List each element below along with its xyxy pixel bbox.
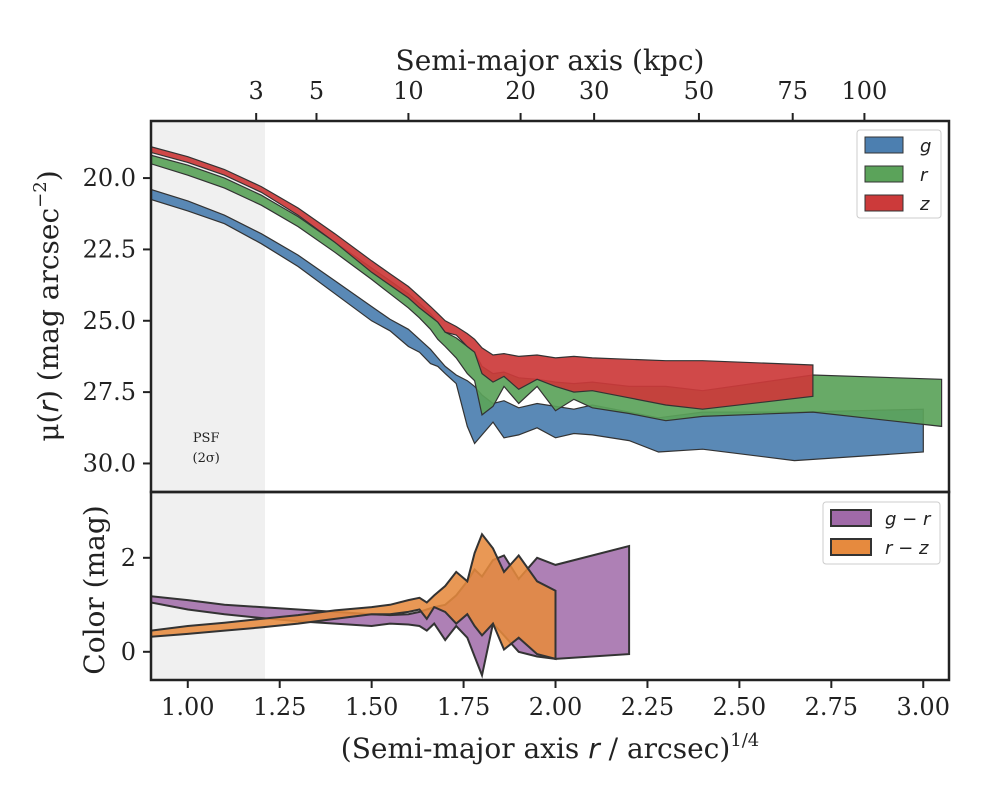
legend-swatch-g bbox=[864, 136, 904, 154]
legend-swatch-r-z bbox=[830, 538, 872, 556]
y-tick-label: 30.0 bbox=[83, 449, 136, 477]
y-tick-label: 27.5 bbox=[83, 378, 136, 406]
color-axis-title: Color (mag) bbox=[78, 505, 111, 674]
legend-label-r: r bbox=[920, 165, 929, 186]
x-tick-label: 1.75 bbox=[437, 693, 490, 721]
y-axis-title: μ(r) (mag arcsec−2) bbox=[30, 170, 65, 441]
x-tick-label: 2.50 bbox=[713, 693, 766, 721]
x-tick-label: 1.00 bbox=[161, 693, 214, 721]
legend-swatch-g-r bbox=[830, 509, 872, 527]
top-x-tick-label: 75 bbox=[777, 77, 808, 105]
x-tick-label: 3.00 bbox=[897, 693, 950, 721]
top-x-tick-label: 10 bbox=[393, 77, 424, 105]
color-bands bbox=[151, 532, 631, 679]
psf-label: PSF bbox=[193, 431, 220, 446]
legend-top: g r z bbox=[856, 129, 942, 219]
bottom-panel-frame bbox=[149, 490, 951, 682]
x-tick-label: 2.75 bbox=[805, 693, 858, 721]
x-tick-label: 2.25 bbox=[621, 693, 674, 721]
legend-swatch-r bbox=[864, 165, 904, 183]
color-y-tick-label: 2 bbox=[121, 544, 136, 572]
y-tick-label: 20.0 bbox=[83, 164, 136, 192]
top-x-tick-label: 5 bbox=[309, 77, 324, 105]
y-tick-label: 22.5 bbox=[83, 235, 136, 263]
top-x-tick-label: 3 bbox=[249, 77, 264, 105]
top-x-axis-title: Semi-major axis (kpc) bbox=[396, 44, 705, 77]
x-axis-title: (Semi-major axis r / arcsec)1/4 bbox=[341, 730, 759, 765]
legend-label-g-r: g − r bbox=[885, 509, 932, 530]
y-tick-label: 25.0 bbox=[83, 307, 136, 335]
top-x-tick-label: 20 bbox=[505, 77, 536, 105]
band-g bbox=[151, 188, 924, 462]
surface-brightness-bands bbox=[151, 146, 943, 462]
top-x-tick-label: 30 bbox=[579, 77, 610, 105]
color-y-tick-label: 0 bbox=[121, 638, 136, 666]
top-x-tick-label: 100 bbox=[842, 77, 888, 105]
x-tick-label: 2.00 bbox=[529, 693, 582, 721]
psf-region-bottom bbox=[151, 492, 265, 680]
x-tick-label: 1.25 bbox=[253, 693, 306, 721]
legend-swatch-z bbox=[864, 194, 904, 212]
legend-bottom: g − r r − z bbox=[822, 501, 941, 565]
legend-label-r-z: r − z bbox=[885, 538, 929, 559]
top-x-tick-label: 50 bbox=[684, 77, 715, 105]
psf-sigma-label: (2σ) bbox=[193, 451, 220, 466]
legend-label-z: z bbox=[919, 194, 930, 215]
x-tick-label: 1.50 bbox=[345, 693, 398, 721]
band-r-z bbox=[151, 532, 557, 661]
band-z bbox=[151, 146, 814, 410]
legend-label-g: g bbox=[920, 136, 931, 157]
axis-ticks: 1.00 1.25 1.50 1.75 2.00 2.25 2.50 2.75 3.00 3 5 10… bbox=[83, 77, 950, 721]
